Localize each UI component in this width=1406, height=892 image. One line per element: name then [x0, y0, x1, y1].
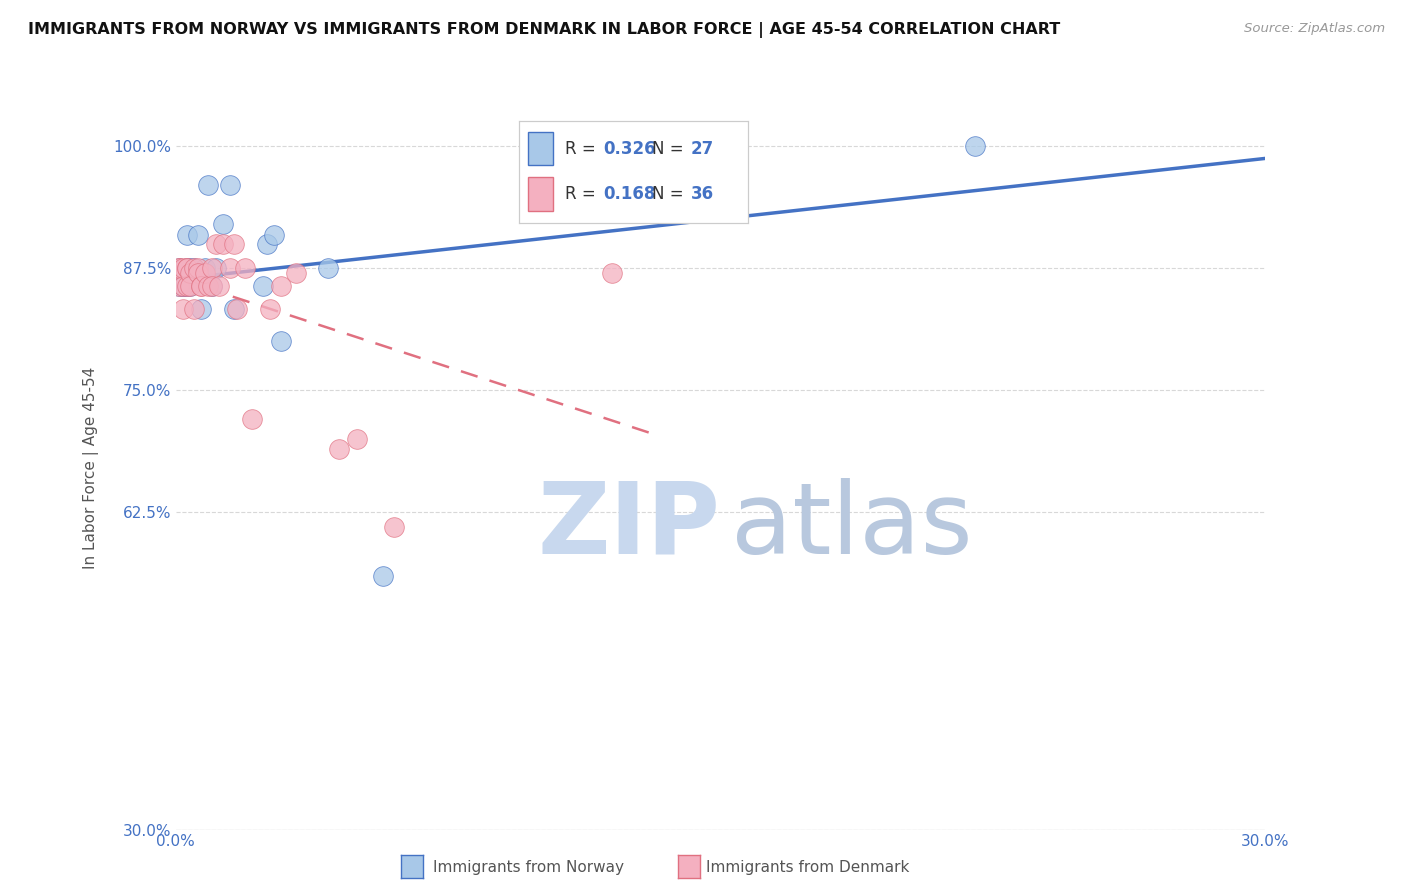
Point — [169, 261, 191, 276]
Point — [226, 302, 249, 317]
Point — [183, 261, 205, 276]
Point — [176, 278, 198, 293]
Point — [176, 261, 198, 276]
Point — [222, 302, 245, 317]
Point — [382, 520, 405, 534]
Point — [194, 266, 217, 280]
Point — [201, 278, 224, 293]
Point — [212, 236, 235, 251]
Point — [263, 227, 285, 242]
Point — [201, 261, 224, 276]
Point — [371, 568, 394, 582]
Point — [179, 266, 201, 280]
Point — [204, 236, 226, 251]
Point — [600, 266, 623, 280]
Point — [172, 278, 194, 293]
Point — [219, 178, 242, 193]
Point — [208, 278, 231, 293]
Point — [183, 302, 205, 317]
Point — [593, 163, 616, 178]
Point — [169, 261, 191, 276]
Point — [240, 412, 263, 426]
Point — [186, 261, 209, 276]
Point — [233, 261, 256, 276]
Point — [186, 266, 209, 280]
Point — [172, 261, 194, 276]
Point — [318, 261, 340, 276]
Y-axis label: In Labor Force | Age 45-54: In Labor Force | Age 45-54 — [83, 368, 98, 569]
Point — [194, 261, 217, 276]
Point — [219, 261, 242, 276]
Point — [284, 266, 307, 280]
Point — [963, 139, 986, 153]
Point — [169, 278, 191, 293]
Point — [252, 278, 274, 293]
Point — [172, 278, 194, 293]
Point — [204, 261, 226, 276]
Point — [256, 236, 278, 251]
Text: atlas: atlas — [731, 477, 973, 574]
Point — [176, 278, 198, 293]
Point — [176, 261, 198, 276]
Point — [179, 278, 201, 293]
Point — [270, 278, 292, 293]
Point — [190, 278, 212, 293]
Point — [169, 261, 191, 276]
Point — [346, 432, 368, 446]
Text: ZIP: ZIP — [537, 477, 721, 574]
Point — [179, 278, 201, 293]
Point — [212, 217, 235, 231]
Point — [190, 278, 212, 293]
Point — [197, 178, 219, 193]
Point — [186, 227, 209, 242]
Point — [172, 278, 194, 293]
Point — [201, 278, 224, 293]
Text: IMMIGRANTS FROM NORWAY VS IMMIGRANTS FROM DENMARK IN LABOR FORCE | AGE 45-54 COR: IMMIGRANTS FROM NORWAY VS IMMIGRANTS FRO… — [28, 22, 1060, 38]
Text: Immigrants from Norway: Immigrants from Norway — [433, 860, 624, 874]
Point — [176, 227, 198, 242]
Point — [183, 261, 205, 276]
Point — [176, 261, 198, 276]
Text: Source: ZipAtlas.com: Source: ZipAtlas.com — [1244, 22, 1385, 36]
Point — [328, 442, 350, 456]
Point — [222, 236, 245, 251]
Point — [190, 302, 212, 317]
Point — [259, 302, 281, 317]
Text: Immigrants from Denmark: Immigrants from Denmark — [706, 860, 910, 874]
Point — [179, 261, 201, 276]
Point — [169, 278, 191, 293]
Point — [197, 278, 219, 293]
Point — [270, 334, 292, 349]
Point — [172, 302, 194, 317]
